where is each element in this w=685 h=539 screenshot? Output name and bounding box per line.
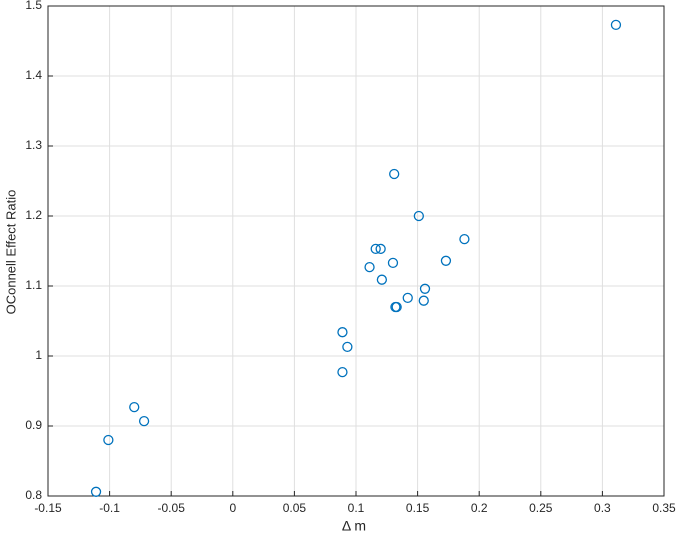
data-point [459, 233, 470, 245]
data-point [375, 243, 386, 255]
y-tick-label: 0.9 [25, 418, 42, 432]
y-tick-label: 1.3 [25, 138, 42, 152]
data-point [389, 168, 400, 180]
data-point [364, 261, 375, 273]
data-point [337, 327, 348, 338]
x-tick-label: 0.05 [283, 501, 307, 515]
data-point [138, 415, 150, 427]
data-point [610, 19, 622, 31]
data-point [337, 366, 348, 378]
data-point [370, 243, 381, 255]
x-tick-label: 0.2 [471, 501, 488, 515]
plot-frame [47, 5, 665, 497]
data-point [418, 295, 429, 306]
data-point [387, 257, 399, 269]
data-point [103, 434, 114, 446]
y-axis-label: OConnell Effect Ratio [3, 190, 18, 315]
data-point [342, 341, 353, 353]
y-tick-label: 1.1 [25, 278, 42, 292]
data-point [419, 283, 431, 294]
data-point [90, 486, 102, 497]
x-tick-label: -0.15 [34, 501, 62, 515]
data-point [413, 210, 424, 222]
x-tick-label: -0.1 [99, 501, 120, 515]
x-tick-label: 0 [229, 501, 236, 515]
x-tick-label: 0.25 [529, 501, 553, 515]
y-tick-label: 1.5 [25, 0, 42, 12]
x-tick-label: -0.05 [158, 501, 186, 515]
y-tick-label: 0.8 [25, 488, 42, 502]
x-tick-label: 0.3 [594, 501, 611, 515]
data-point [376, 274, 388, 285]
x-axis-label: Δ m [342, 518, 366, 534]
x-tick-label: 0.1 [348, 501, 365, 515]
x-tick-label: 0.15 [406, 501, 430, 515]
y-tick-label: 1.2 [25, 208, 42, 222]
data-point [391, 301, 402, 313]
data-point [440, 255, 452, 266]
y-tick-label: 1.4 [25, 68, 42, 82]
data-point [402, 292, 413, 304]
data-point [129, 401, 140, 413]
y-tick-label: 1 [35, 348, 42, 362]
x-tick-label: 0.35 [652, 501, 676, 515]
